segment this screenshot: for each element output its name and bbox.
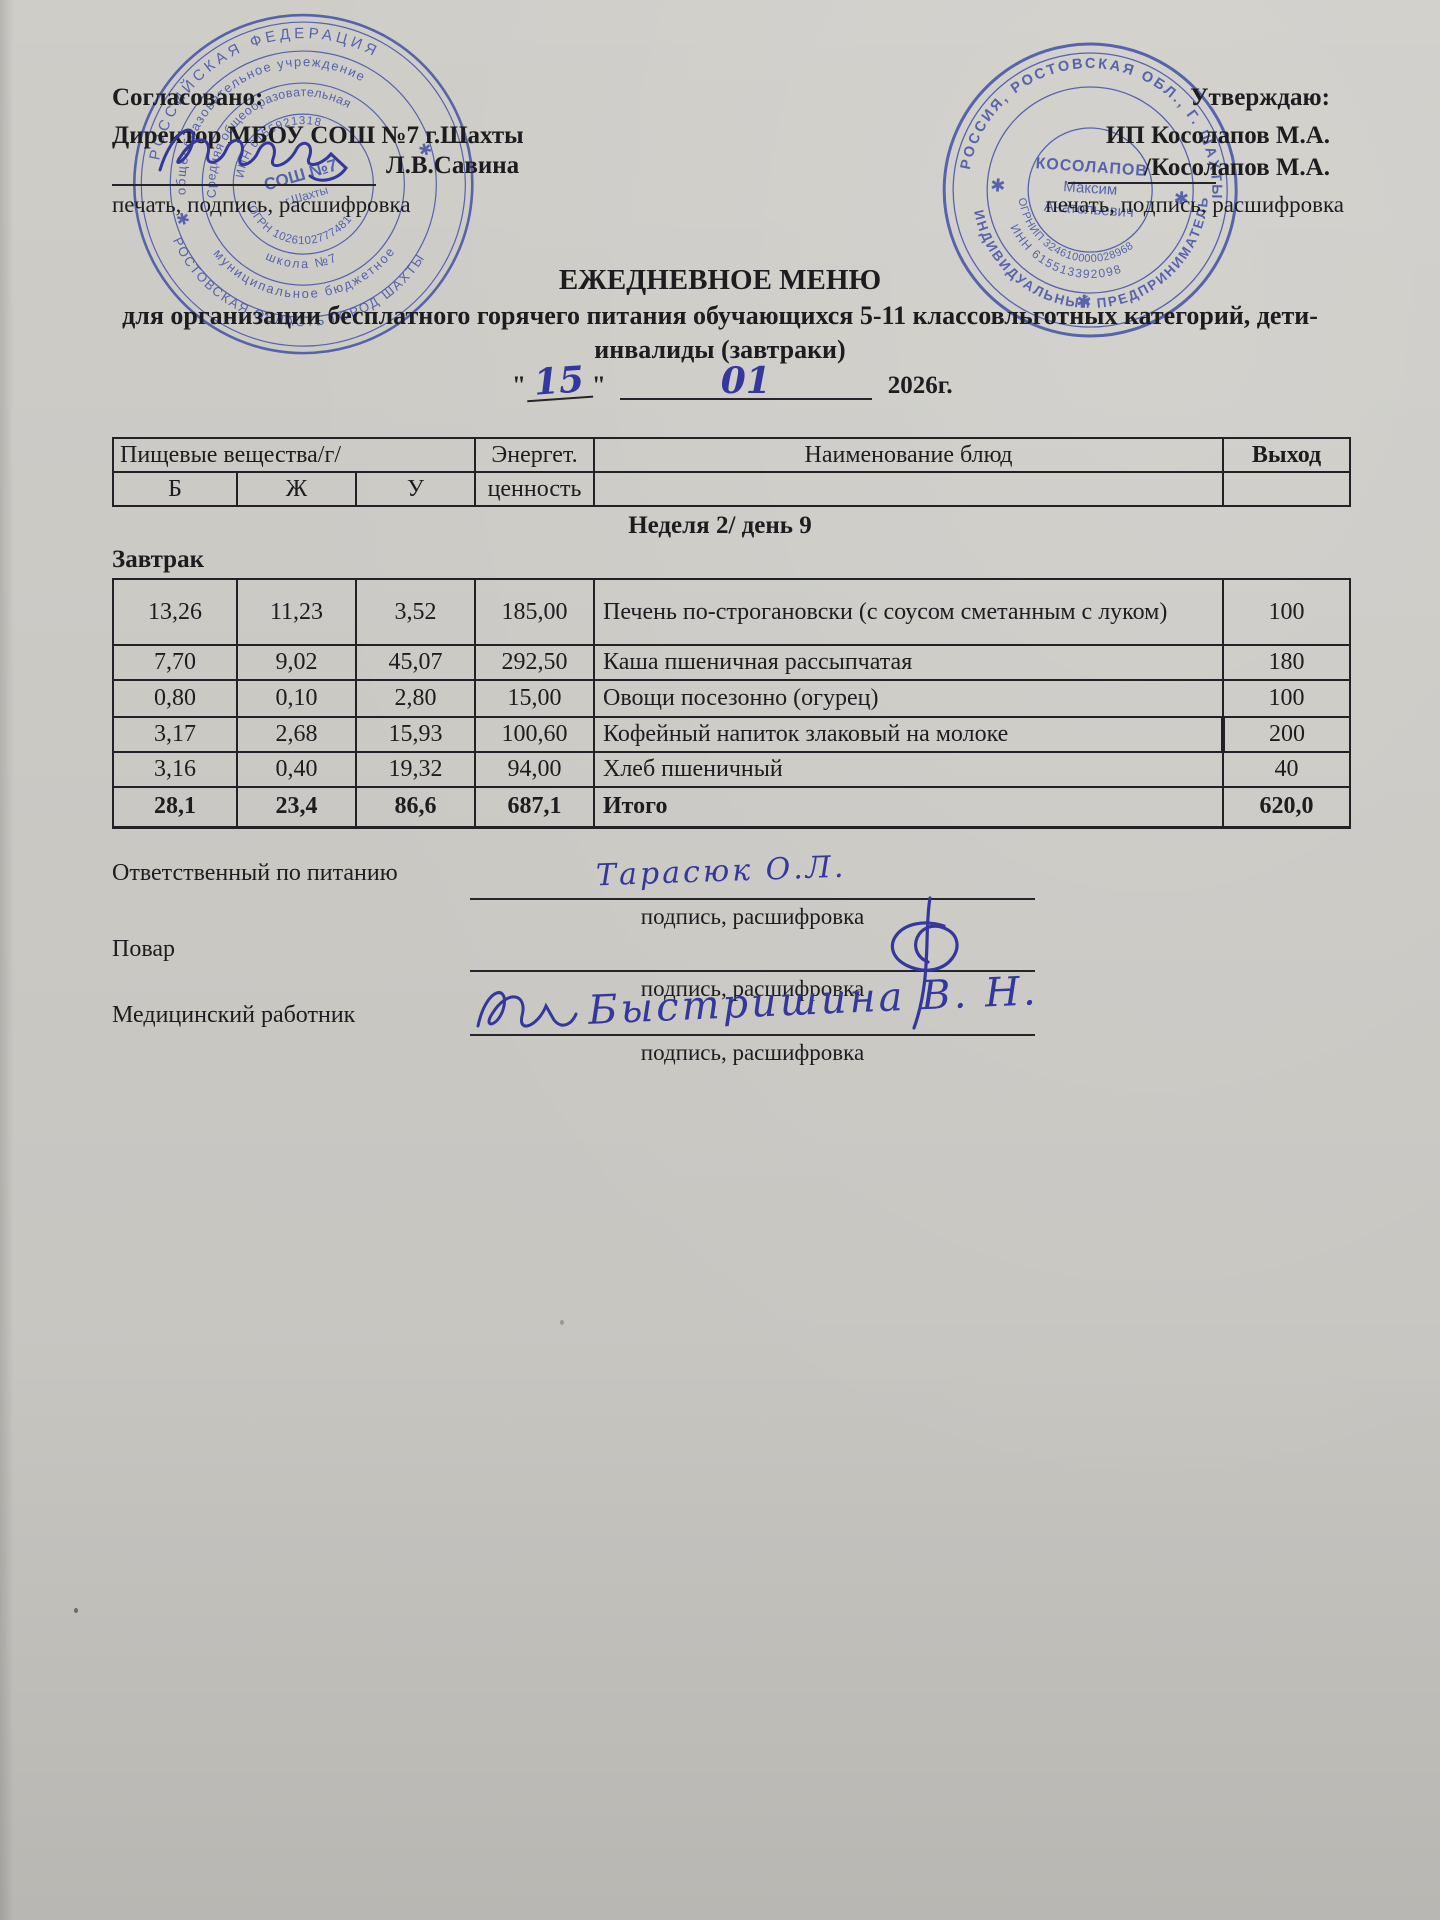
total-energy: 687,1	[474, 786, 595, 829]
paper-speck	[560, 1320, 564, 1325]
cell-protein: 3,17	[112, 716, 238, 753]
entrepreneur-stamp-star-left: ✱	[990, 175, 1006, 196]
responsible-caption: подпись, расшифровка	[640, 904, 865, 929]
approved-org: ИП Косолапов М.А.	[1105, 122, 1330, 149]
cell-output: 200	[1221, 716, 1351, 753]
date-open-quote: "	[512, 372, 526, 399]
school-stamp: РОССИЙСКАЯ ФЕДЕРАЦИЯ РОСТОВСКАЯ ОБЛАСТЬ …	[86, 0, 523, 407]
approved-title: Утверждаю:	[1190, 84, 1330, 111]
director-signature	[158, 128, 348, 182]
table-row: 3,16 0,40 19,32 94,00 Хлеб пшеничный 40	[112, 751, 1351, 788]
meal-label: Завтрак	[112, 546, 204, 573]
cell-carbs: 3,52	[355, 578, 476, 646]
header-carbs: У	[355, 471, 476, 507]
cell-carbs: 19,32	[355, 751, 476, 788]
total-output: 620,0	[1222, 786, 1351, 829]
document-subtitle-line2: инвалиды (завтраки)	[594, 335, 846, 364]
header-protein: Б	[112, 471, 238, 507]
cell-output: 100	[1222, 679, 1351, 718]
document-subtitle-line1: для организации бесплатного горячего пит…	[122, 301, 1318, 330]
header-nutrients: Пищевые вещества/г/	[112, 437, 476, 473]
header-empty-output	[1222, 471, 1351, 507]
agreed-signature-line	[112, 148, 376, 186]
approved-signer-name: /Косолапов М.А.	[1144, 154, 1330, 181]
cell-fat: 11,23	[236, 578, 357, 646]
cell-protein: 7,70	[112, 644, 238, 681]
cell-energy: 15,00	[474, 679, 595, 718]
cell-fat: 0,10	[236, 679, 357, 718]
menu-table-header: Пищевые вещества/г/ Энергет. Наименовани…	[112, 437, 1351, 507]
total-protein: 28,1	[112, 786, 238, 829]
school-stamp-graphic: РОССИЙСКАЯ ФЕДЕРАЦИЯ РОСТОВСКАЯ ОБЛАСТЬ …	[121, 0, 474, 363]
cell-dish: Печень по-строгановски (с соусом сметанн…	[593, 578, 1224, 646]
table-row: 3,17 2,68 15,93 100,60 Кофейный напиток …	[112, 716, 1351, 753]
cell-dish: Кофейный напиток злаковый на молоке	[593, 716, 1224, 753]
cook-signature-line	[470, 930, 1035, 972]
date-month-handwritten: 01	[619, 363, 872, 400]
cell-energy: 185,00	[474, 578, 595, 646]
cell-protein: 13,26	[112, 578, 238, 646]
agreed-title: Согласовано:	[112, 84, 264, 111]
cook-label: Повар	[112, 936, 175, 962]
header-energy-2: ценность	[474, 471, 595, 507]
cell-dish: Овощи посезонно (огурец)	[593, 679, 1224, 718]
cell-protein: 0,80	[112, 679, 238, 718]
cell-energy: 94,00	[474, 751, 595, 788]
header-empty-dish	[593, 471, 1224, 507]
medical-caption: подпись, расшифровка	[640, 1040, 865, 1065]
paper-speck	[74, 1608, 78, 1613]
medical-label: Медицинский работник	[112, 1002, 356, 1028]
total-label: Итого	[593, 786, 1224, 829]
cell-output: 40	[1222, 751, 1351, 788]
responsible-signature-line	[470, 858, 1035, 900]
entrepreneur-stamp: РОССИЯ, РОСТОВСКАЯ ОБЛ., Г. ШАХТЫ ИНДИВИ…	[930, 30, 1251, 355]
cell-output: 180	[1222, 644, 1351, 681]
totals-row: 28,1 23,4 86,6 687,1 Итого 620,0	[112, 786, 1351, 829]
medical-signature-flourish	[476, 991, 578, 1028]
cell-protein: 3,16	[112, 751, 238, 788]
document-title: ЕЖЕДНЕВНОЕ МЕНЮ	[558, 264, 882, 296]
header-energy-1: Энергет.	[474, 437, 595, 473]
date-day-handwritten: 15	[524, 358, 594, 404]
approved-signature-line	[1068, 148, 1216, 184]
responsible-label: Ответственный по питанию	[112, 860, 398, 886]
cook-signature	[890, 896, 959, 1030]
table-row: 0,80 0,10 2,80 15,00 Овощи посезонно (ог…	[112, 679, 1351, 718]
header-fat: Ж	[236, 471, 357, 507]
school-stamp-star-right: ✱	[417, 141, 435, 161]
cell-carbs: 2,80	[355, 679, 476, 718]
date-year: 2026г.	[887, 372, 953, 399]
cell-energy: 292,50	[474, 644, 595, 681]
table-row: 7,70 9,02 45,07 292,50 Каша пшеничная ра…	[112, 644, 1351, 681]
entrepreneur-stamp-star-right: ✱	[1173, 188, 1189, 209]
cook-caption: подпись, расшифровка	[640, 976, 865, 1001]
cell-fat: 2,68	[236, 716, 357, 753]
entrepreneur-stamp-graphic: РОССИЯ, РОСТОВСКАЯ ОБЛ., Г. ШАХТЫ ИНДИВИ…	[942, 42, 1238, 338]
date-close-quote: "	[591, 372, 606, 399]
cell-dish: Хлеб пшеничный	[593, 751, 1224, 788]
date-line: " 15 " 01 2026г.	[512, 356, 953, 404]
agreed-signer-name: Л.В.Савина	[386, 152, 520, 179]
medical-signature-line	[470, 994, 1035, 1036]
cell-carbs: 45,07	[355, 644, 476, 681]
header-dish: Наименование блюд	[593, 437, 1224, 473]
total-fat: 23,4	[236, 786, 357, 829]
entrepreneur-stamp-center-3: Анатольевич	[1043, 198, 1134, 221]
table-row: 13,26 11,23 3,52 185,00 Печень по-строга…	[112, 578, 1351, 646]
week-day-label: Неделя 2/ день 9	[628, 512, 812, 539]
cell-dish: Каша пшеничная рассыпчатая	[593, 644, 1224, 681]
cell-fat: 9,02	[236, 644, 357, 681]
cell-output: 100	[1222, 578, 1351, 646]
cell-fat: 0,40	[236, 751, 357, 788]
school-stamp-star-left: ✱	[174, 210, 192, 230]
header-output: Выход	[1222, 437, 1351, 473]
total-carbs: 86,6	[355, 786, 476, 829]
entrepreneur-stamp-star-bottom: ✱	[1076, 291, 1092, 312]
cell-energy: 100,60	[474, 716, 595, 753]
cell-carbs: 15,93	[355, 716, 476, 753]
menu-table-body: 13,26 11,23 3,52 185,00 Печень по-строга…	[112, 578, 1351, 829]
approved-caption: печать, подпись, расшифровка	[1045, 192, 1344, 217]
agreed-caption: печать, подпись, расшифровка	[112, 192, 411, 217]
